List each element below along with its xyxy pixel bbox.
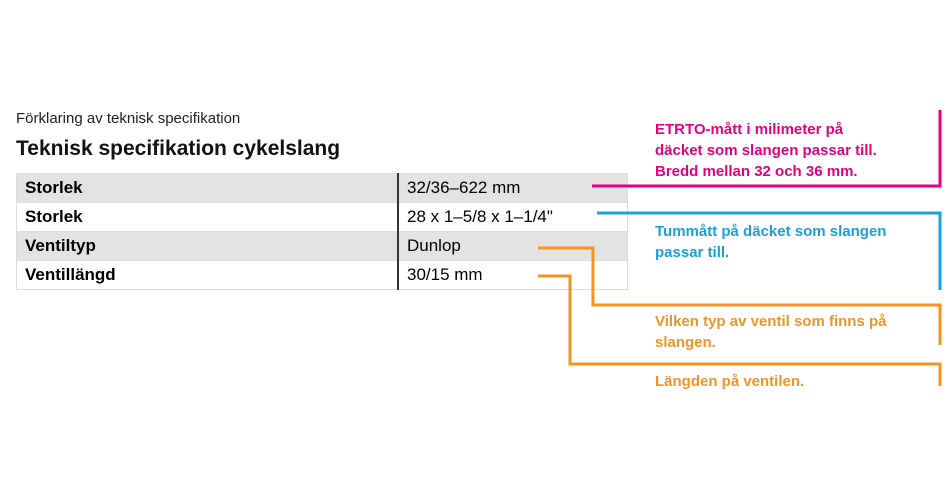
spec-value: 28 x 1–5/8 x 1–1/4": [397, 202, 628, 232]
annotation-line: ETRTO-mått i milimeter på: [655, 121, 844, 138]
annotation-line: däcket som slangen passar till.: [655, 142, 877, 159]
annotation-line: Vilken typ av ventil som finns på: [655, 313, 887, 330]
annotation: Längden på ventilen.: [655, 371, 804, 392]
spec-label: Storlek: [16, 173, 399, 203]
annotation-line: Längden på ventilen.: [655, 373, 805, 390]
subtitle: Förklaring av teknisk specifikation: [16, 110, 241, 127]
annotation-line: Tummått på däcket som slangen: [655, 223, 887, 240]
spec-value: 30/15 mm: [397, 260, 628, 290]
annotation: Vilken typ av ventil som finns på slangen…: [655, 311, 886, 353]
annotation: Tummått på däcket som slangen passar till…: [655, 221, 886, 263]
connector: [538, 246, 942, 345]
table-row: Ventillängd 30/15 mm: [16, 260, 628, 290]
annotation-line: slangen.: [655, 334, 716, 351]
annotation-line: passar till.: [655, 244, 730, 261]
spec-value: Dunlop: [397, 231, 628, 261]
connector: [597, 211, 942, 290]
title: Teknisk specifikation cykelslang: [16, 137, 341, 160]
spec-label: Storlek: [16, 202, 399, 232]
connector: [538, 274, 942, 386]
spec-table: Storlek 32/36–622 mm Storlek 28 x 1–5/8 x 1…: [16, 173, 628, 290]
spec-value: 32/36–622 mm: [397, 173, 628, 203]
spec-label: Ventiltyp: [16, 231, 399, 261]
annotation-line: Bredd mellan 32 och 36 mm.: [655, 163, 858, 180]
annotation: ETRTO-mått i milimeter på däcket som slan…: [655, 119, 877, 182]
table-row: Storlek 32/36–622 mm: [16, 173, 628, 203]
table-row: Ventiltyp Dunlop: [16, 231, 628, 261]
connector: [592, 110, 942, 188]
table-row: Storlek 28 x 1–5/8 x 1–1/4": [16, 202, 628, 232]
spec-label: Ventillängd: [16, 260, 399, 290]
